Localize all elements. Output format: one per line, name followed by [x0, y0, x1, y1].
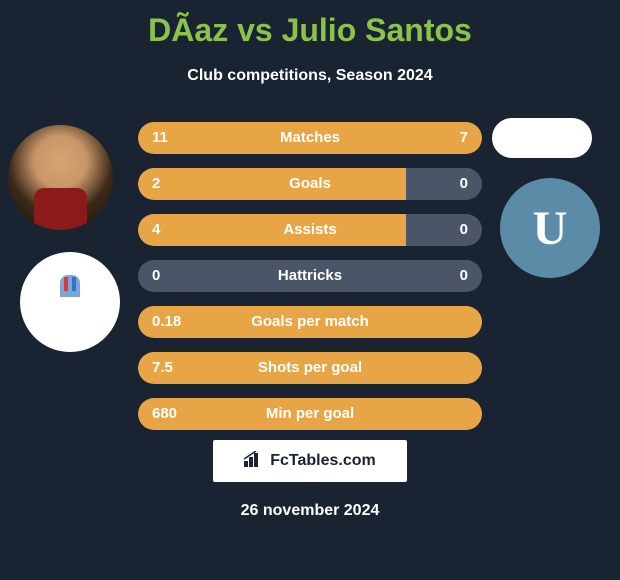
club-left-badge: [20, 252, 120, 352]
player-right-avatar: [492, 118, 592, 158]
stat-value-right: 0: [460, 260, 468, 292]
date-label: 26 november 2024: [0, 502, 620, 520]
stat-row: 7.5Shots per goal: [138, 352, 482, 384]
club-left-crest-icon: [60, 275, 80, 330]
stat-row: 0Hattricks0: [138, 260, 482, 292]
stat-label: Shots per goal: [138, 352, 482, 384]
chart-icon: [244, 451, 264, 472]
stat-value-right: 7: [460, 122, 468, 154]
club-right-letter: U: [533, 201, 568, 256]
stat-label: Min per goal: [138, 398, 482, 430]
site-logo: FcTables.com: [213, 440, 407, 482]
stat-value-right: 0: [460, 168, 468, 200]
club-right-badge: U: [500, 178, 600, 278]
stats-container: 11Matches72Goals04Assists00Hattricks00.1…: [138, 122, 482, 444]
page-subtitle: Club competitions, Season 2024: [0, 67, 620, 85]
stat-value-right: 0: [460, 214, 468, 246]
site-logo-text: FcTables.com: [270, 452, 376, 470]
stat-row: 2Goals0: [138, 168, 482, 200]
page-title: DÃ­az vs Julio Santos: [0, 0, 620, 49]
stat-label: Matches: [138, 122, 482, 154]
player-left-avatar: [8, 125, 113, 230]
stat-row: 680Min per goal: [138, 398, 482, 430]
stat-row: 4Assists0: [138, 214, 482, 246]
stat-row: 11Matches7: [138, 122, 482, 154]
stat-label: Goals: [138, 168, 482, 200]
stat-row: 0.18Goals per match: [138, 306, 482, 338]
stat-label: Assists: [138, 214, 482, 246]
stat-label: Goals per match: [138, 306, 482, 338]
stat-label: Hattricks: [138, 260, 482, 292]
